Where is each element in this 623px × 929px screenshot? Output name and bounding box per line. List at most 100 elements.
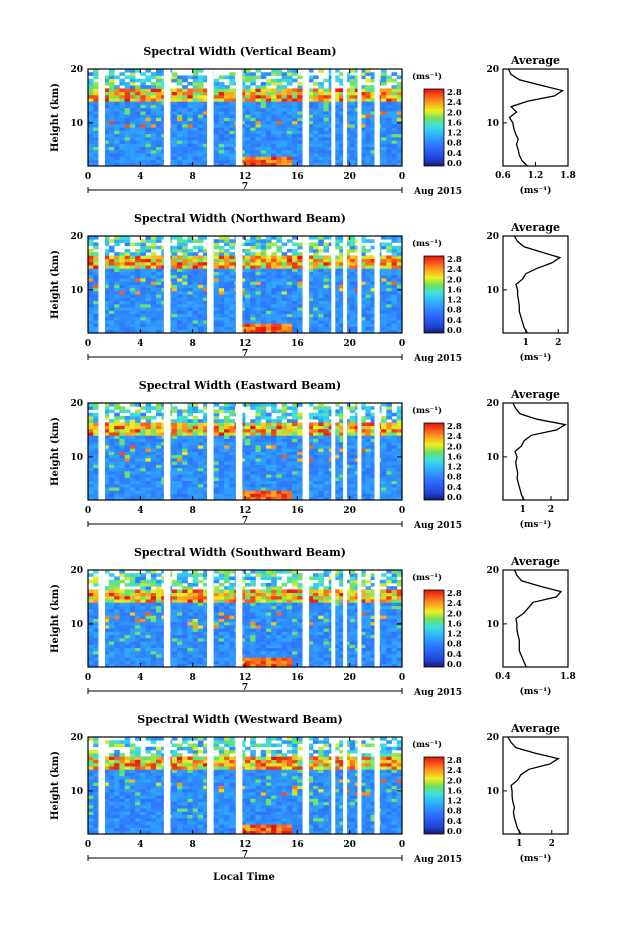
heatmap-cell [396,300,403,305]
heatmap-cell [360,159,366,164]
heatmap-cell [265,159,272,164]
heatmap-cell [203,98,209,102]
heatmap-cell [229,409,235,414]
heatmap-cell [124,297,131,302]
heatmap-cell [119,120,126,125]
heatmap-cell [245,454,251,459]
heatmap-cell [360,114,366,118]
heatmap-cell [349,239,356,243]
heatmap-cell [250,480,256,485]
heatmap-cell [365,130,371,135]
heatmap-cell [156,94,162,99]
heatmap-cell [250,268,256,272]
heatmap-cell [245,255,251,260]
heatmap-cell [276,133,283,138]
heatmap-cell [265,265,272,269]
heatmap-cell [255,136,262,141]
heatmap-cell [370,107,377,112]
heatmap-cell [396,274,403,279]
heatmap-cell [323,123,330,128]
heatmap-cell [114,159,120,164]
heatmap-cell [182,490,188,494]
heatmap-cell [224,265,230,269]
heatmap-cell [218,140,225,144]
heatmap-cell [255,114,262,118]
heatmap-cell [150,300,157,305]
heatmap-cell [203,127,209,131]
x-tick-label: 20 [343,172,356,182]
heatmap-cell [145,294,152,298]
heatmap-cell [213,316,220,321]
heatmap-cell [182,320,188,324]
heatmap-cell [344,88,351,93]
heatmap-cell [124,326,131,331]
heatmap-cell [297,143,303,147]
heatmap-cell [203,94,209,99]
heatmap-cell [224,409,230,414]
heatmap-cell [156,284,162,289]
heatmap-cell [318,441,324,446]
heatmap-cell [286,159,293,164]
heatmap-cell [156,143,162,147]
heatmap-cell [145,454,152,459]
heatmap-cell [182,419,188,423]
heatmap-cell [292,303,298,308]
heatmap-cell [129,496,136,501]
heatmap-cell [381,258,387,263]
heatmap-cell [213,252,220,256]
heatmap-cell [213,441,220,446]
heatmap-cell [88,448,94,452]
heatmap-cell [171,294,178,298]
colorbar-tick-label: 1.2 [447,129,462,139]
heatmap-cell [156,123,162,128]
heatmap-cell [286,271,293,276]
heatmap-cell [129,111,136,115]
heatmap-cell [250,454,256,459]
heatmap-cell [370,287,377,292]
heatmap-cell [187,483,194,488]
heatmap-cell [93,287,99,292]
colorbar-tick-label: 1.6 [447,118,462,128]
heatmap-cell [114,255,120,260]
y-axis-label: Height (km) [50,250,61,319]
heatmap-cell [187,268,194,272]
heatmap-cell [381,242,387,247]
heatmap-cell [391,326,398,331]
heatmap-cell [307,101,314,105]
heatmap-cell [318,467,324,472]
heatmap-cell [224,403,230,407]
heatmap-cell [281,445,288,449]
heatmap-cell [171,445,178,449]
heatmap-cell [140,258,146,263]
heatmap-cell [323,464,330,469]
heatmap-cell [88,153,94,157]
heatmap-cell [333,425,340,430]
heatmap-cell [323,303,330,308]
heatmap-cell [93,294,99,298]
heatmap-cell [140,490,146,494]
heatmap-cell [318,435,324,439]
heatmap-cell [265,290,272,295]
heatmap-cell [93,91,99,96]
heatmap-cell [119,261,126,266]
heatmap-cell [271,281,277,285]
heatmap-cell [171,320,178,324]
heatmap-cell [313,159,319,164]
heatmap-cell [171,104,178,109]
heatmap-cell [140,406,146,410]
heatmap-cell [339,255,345,260]
heatmap-cell [250,419,256,423]
heatmap-cell [260,143,267,147]
heatmap-cell [260,104,267,109]
heatmap-cell [182,78,188,83]
heatmap-cell [271,143,277,147]
heatmap-cell [381,127,387,131]
heatmap-cell [271,127,277,131]
heatmap-cell [145,493,152,498]
heatmap-cell [197,98,204,102]
avg-unit-label: (ms⁻¹) [520,352,552,363]
heatmap-cell [176,114,183,118]
heatmap-cell [265,278,272,282]
heatmap-cell [140,313,146,318]
heatmap-cells [88,236,403,334]
